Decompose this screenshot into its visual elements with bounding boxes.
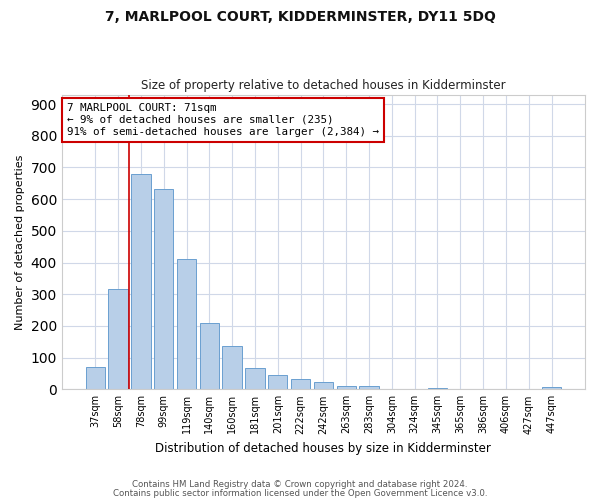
Bar: [200, 322, 219, 390]
Bar: [542, 387, 561, 390]
Bar: [154, 189, 173, 390]
Bar: [245, 368, 265, 390]
X-axis label: Distribution of detached houses by size in Kidderminster: Distribution of detached houses by size …: [155, 442, 491, 455]
Text: Contains HM Land Registry data © Crown copyright and database right 2024.: Contains HM Land Registry data © Crown c…: [132, 480, 468, 489]
Title: Size of property relative to detached houses in Kidderminster: Size of property relative to detached ho…: [141, 79, 506, 92]
Bar: [268, 374, 287, 390]
Bar: [223, 346, 242, 390]
Y-axis label: Number of detached properties: Number of detached properties: [15, 154, 25, 330]
Bar: [428, 388, 447, 390]
Text: Contains public sector information licensed under the Open Government Licence v3: Contains public sector information licen…: [113, 489, 487, 498]
Bar: [337, 386, 356, 390]
Bar: [359, 386, 379, 390]
Bar: [131, 174, 151, 390]
Bar: [109, 288, 128, 390]
Bar: [177, 260, 196, 390]
Bar: [86, 367, 105, 390]
Bar: [291, 379, 310, 390]
Bar: [314, 382, 333, 390]
Text: 7, MARLPOOL COURT, KIDDERMINSTER, DY11 5DQ: 7, MARLPOOL COURT, KIDDERMINSTER, DY11 5…: [104, 10, 496, 24]
Text: 7 MARLPOOL COURT: 71sqm
← 9% of detached houses are smaller (235)
91% of semi-de: 7 MARLPOOL COURT: 71sqm ← 9% of detached…: [67, 104, 379, 136]
